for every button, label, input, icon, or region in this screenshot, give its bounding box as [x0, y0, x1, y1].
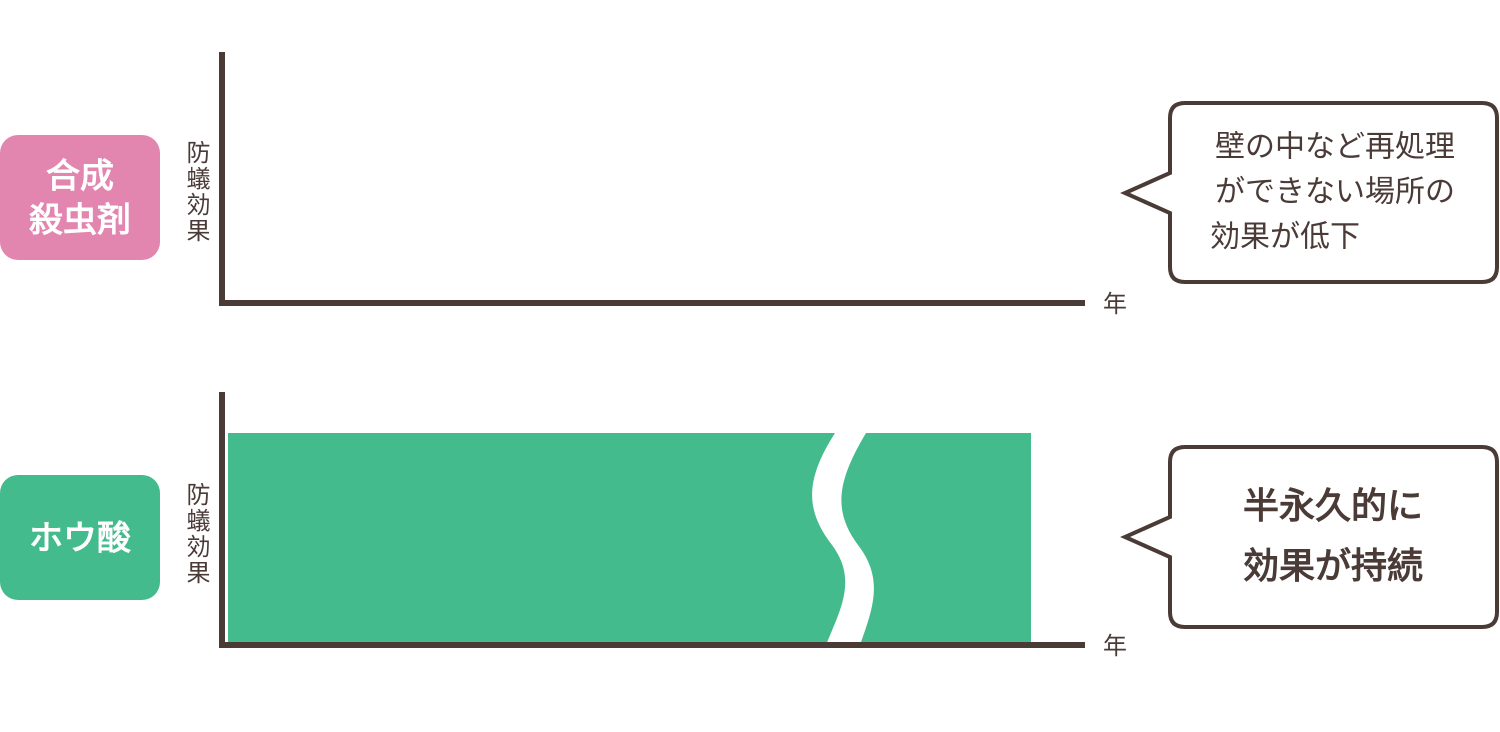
x-unit: 年	[1103, 290, 1127, 318]
callout	[1120, 445, 1499, 629]
label-box	[0, 475, 160, 600]
callout	[1120, 101, 1499, 284]
callout-text: 効果が持続	[1243, 546, 1423, 587]
axes	[219, 52, 1085, 306]
x-unit: 年	[1103, 632, 1127, 660]
bottom-panel: ホウ酸 防蟻効果 年 半永久的に 効果が持続	[0, 392, 1499, 660]
label: ホウ酸	[29, 519, 132, 559]
axes	[219, 392, 1085, 648]
y-label: 防蟻効果	[182, 482, 210, 586]
label: 殺虫剤	[29, 201, 131, 241]
effect-area	[228, 433, 1031, 645]
callout-text: 効果が低下	[1210, 220, 1360, 255]
break	[812, 433, 874, 645]
callout-text: 壁の中など再処理	[1215, 130, 1455, 165]
callout-text: 半永久的に	[1243, 486, 1423, 527]
top-panel: 合成 殺虫剤 防蟻効果 年 壁の中など再処理 ができない場所の 効果が低下	[0, 52, 1499, 318]
y-label: 防蟻効果	[182, 140, 210, 244]
label: 合成	[46, 157, 114, 197]
callout-text: ができない場所の	[1215, 175, 1455, 210]
label-box	[0, 135, 160, 260]
